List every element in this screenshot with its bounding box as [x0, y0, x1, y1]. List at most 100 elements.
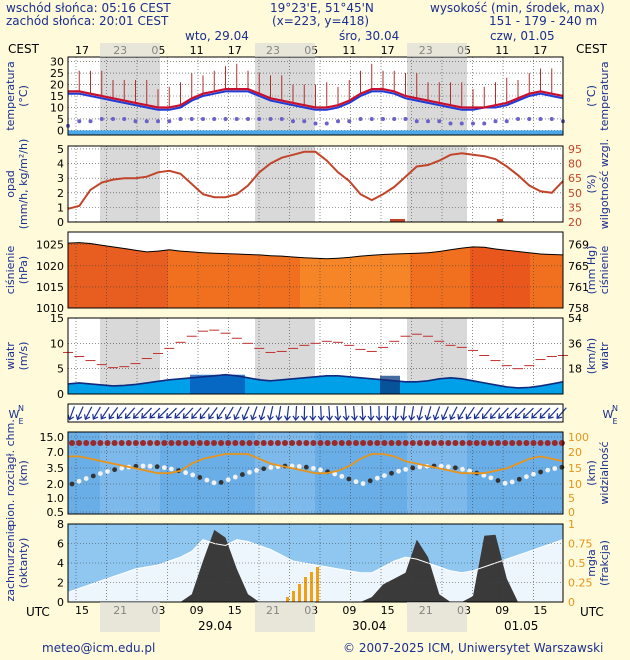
wind-direction-arrow [359, 405, 367, 421]
wind-direction-arrow [424, 406, 432, 421]
wind-direction-arrow [309, 405, 317, 421]
wind-direction-arrow-head [359, 415, 367, 421]
visibility-layer-dot [296, 463, 302, 469]
visibility-cloud-dot [473, 440, 480, 446]
wind-direction-arrow-head [424, 414, 432, 421]
wind-direction-arrow [342, 405, 350, 421]
visibility-cloud-dot [90, 440, 97, 446]
wind-direction-arrow-head [317, 415, 325, 421]
cloud-y2tick: 0 [568, 596, 575, 609]
wind-direction-arrow [116, 407, 127, 420]
wind-direction-arrow-head [250, 414, 257, 421]
temp-min-point [482, 121, 487, 126]
wind-direction-arrow [250, 406, 258, 421]
visibility-cloud-dot [168, 440, 175, 446]
visibility-layer-dot [396, 468, 401, 474]
temp-min-point [527, 116, 532, 121]
visibility-layer-dot [552, 466, 558, 471]
wind-direction-arrow-head [141, 413, 147, 419]
temp-min-point [77, 119, 82, 124]
temp-temperature-line [68, 88, 564, 109]
wind-direction-arrow-shaft [506, 407, 518, 419]
visibility-layer-dot [545, 467, 551, 473]
day-label-bottom-3: 01.05 [504, 619, 539, 633]
cloud-ytick: 8 [57, 518, 64, 531]
wind-direction-arrow-shaft [199, 407, 210, 419]
wind-direction-compass-e: E [18, 417, 23, 426]
wind-direction-compass-w-right: W [603, 408, 614, 421]
footer-email[interactable]: meteo@icm.edu.pl [42, 641, 156, 655]
visibility-layer-dot [147, 463, 153, 469]
visibility-cloud-dot [154, 440, 161, 446]
visibility-cloud-dot [296, 440, 303, 446]
utc-tick: 09 [342, 604, 356, 617]
wind-direction-compass-w: W [9, 408, 20, 421]
visibility-layer-dot [559, 464, 565, 470]
visibility-cloud-dot [402, 440, 409, 446]
wind-direction-arrow [498, 407, 509, 419]
wind-direction-arrow [141, 407, 152, 419]
precip-rain-mark [390, 219, 405, 222]
visibility-layer-dot [211, 480, 217, 486]
visibility-ytick: 7.0 [47, 446, 65, 459]
visibility-y2tick: 5 [568, 492, 575, 505]
precip-ytick: 4 [57, 158, 64, 171]
visibility-ylabel: pion. rozciągł. chm. [4, 419, 17, 527]
wind-direction-arrow-head [124, 413, 131, 420]
utc-tick: 09 [190, 604, 204, 617]
wind-direction-arrow-head [556, 413, 563, 420]
visibility-layer-dot [453, 465, 458, 471]
visibility-cloud-dot [331, 440, 338, 446]
wind-direction-arrow-head [300, 415, 308, 421]
visibility-layer-dot [268, 465, 274, 470]
footer-night-band [407, 602, 467, 632]
visibility-layer-dot [247, 469, 252, 475]
visibility-y2tick: 20 [568, 446, 582, 459]
wind-direction-arrow-shaft [531, 407, 543, 419]
wind-direction-arrow [241, 406, 250, 421]
wind-direction-arrow [267, 406, 274, 421]
wind-direction-arrow-shaft [328, 405, 331, 421]
wind-direction-arrow-shaft [234, 406, 242, 420]
sunrise-text: wschód słońca: 05:16 CEST [6, 1, 171, 15]
temp-ytick: 0 [57, 124, 64, 137]
wind-direction-arrow-shaft [133, 407, 144, 419]
visibility-layer-dot [254, 467, 259, 473]
visibility-cloud-dot [374, 440, 381, 446]
visibility-cloud-dot [480, 440, 487, 446]
wind-direction-arrow-head [522, 412, 529, 419]
temp-min-point [414, 119, 419, 124]
temp-ytick: 30 [50, 56, 64, 69]
visibility-cloud-dot [274, 440, 281, 446]
wind-direction-arrow [317, 405, 325, 421]
wind-direction-arrow-shaft [336, 405, 339, 421]
cloud-y2label: (frakcja) [598, 540, 611, 586]
wind-direction-arrow [556, 407, 567, 420]
temp-min-point [246, 116, 250, 121]
visibility-cloud-dot [267, 440, 274, 446]
wind-direction-arrow-head [481, 413, 488, 420]
wind-direction-arrow-shaft [76, 406, 84, 420]
visibility-cloud-dot [523, 440, 530, 446]
temp-yunit: (°C) [17, 85, 30, 107]
precip-y2tick: 50 [568, 187, 582, 200]
visibility-layer-dot [332, 471, 338, 477]
wind-direction-arrow-head [116, 413, 123, 420]
wind-direction-arrow-head [351, 415, 358, 421]
visibility-cloud-dot [104, 440, 111, 446]
visibility-cloud-dot [289, 440, 296, 446]
precip-y2tick: 80 [568, 158, 582, 171]
utc-tick: 15 [381, 604, 395, 617]
cest-tick: 11 [342, 44, 356, 57]
precip-frame [67, 145, 564, 223]
pressure-yunit: (hPa) [17, 256, 30, 284]
coordinates-text: 19°23'E, 51°45'N [270, 1, 374, 15]
wind-direction-arrow [506, 407, 518, 419]
wind-direction-arrow [416, 406, 424, 421]
visibility-y2tick: 10 [568, 478, 582, 491]
temp-y2unit: (°C) [585, 85, 598, 107]
wind-direction-arrow [108, 407, 119, 420]
visibility-cloud-dot [395, 440, 402, 446]
cest-tick: 11 [190, 44, 204, 57]
